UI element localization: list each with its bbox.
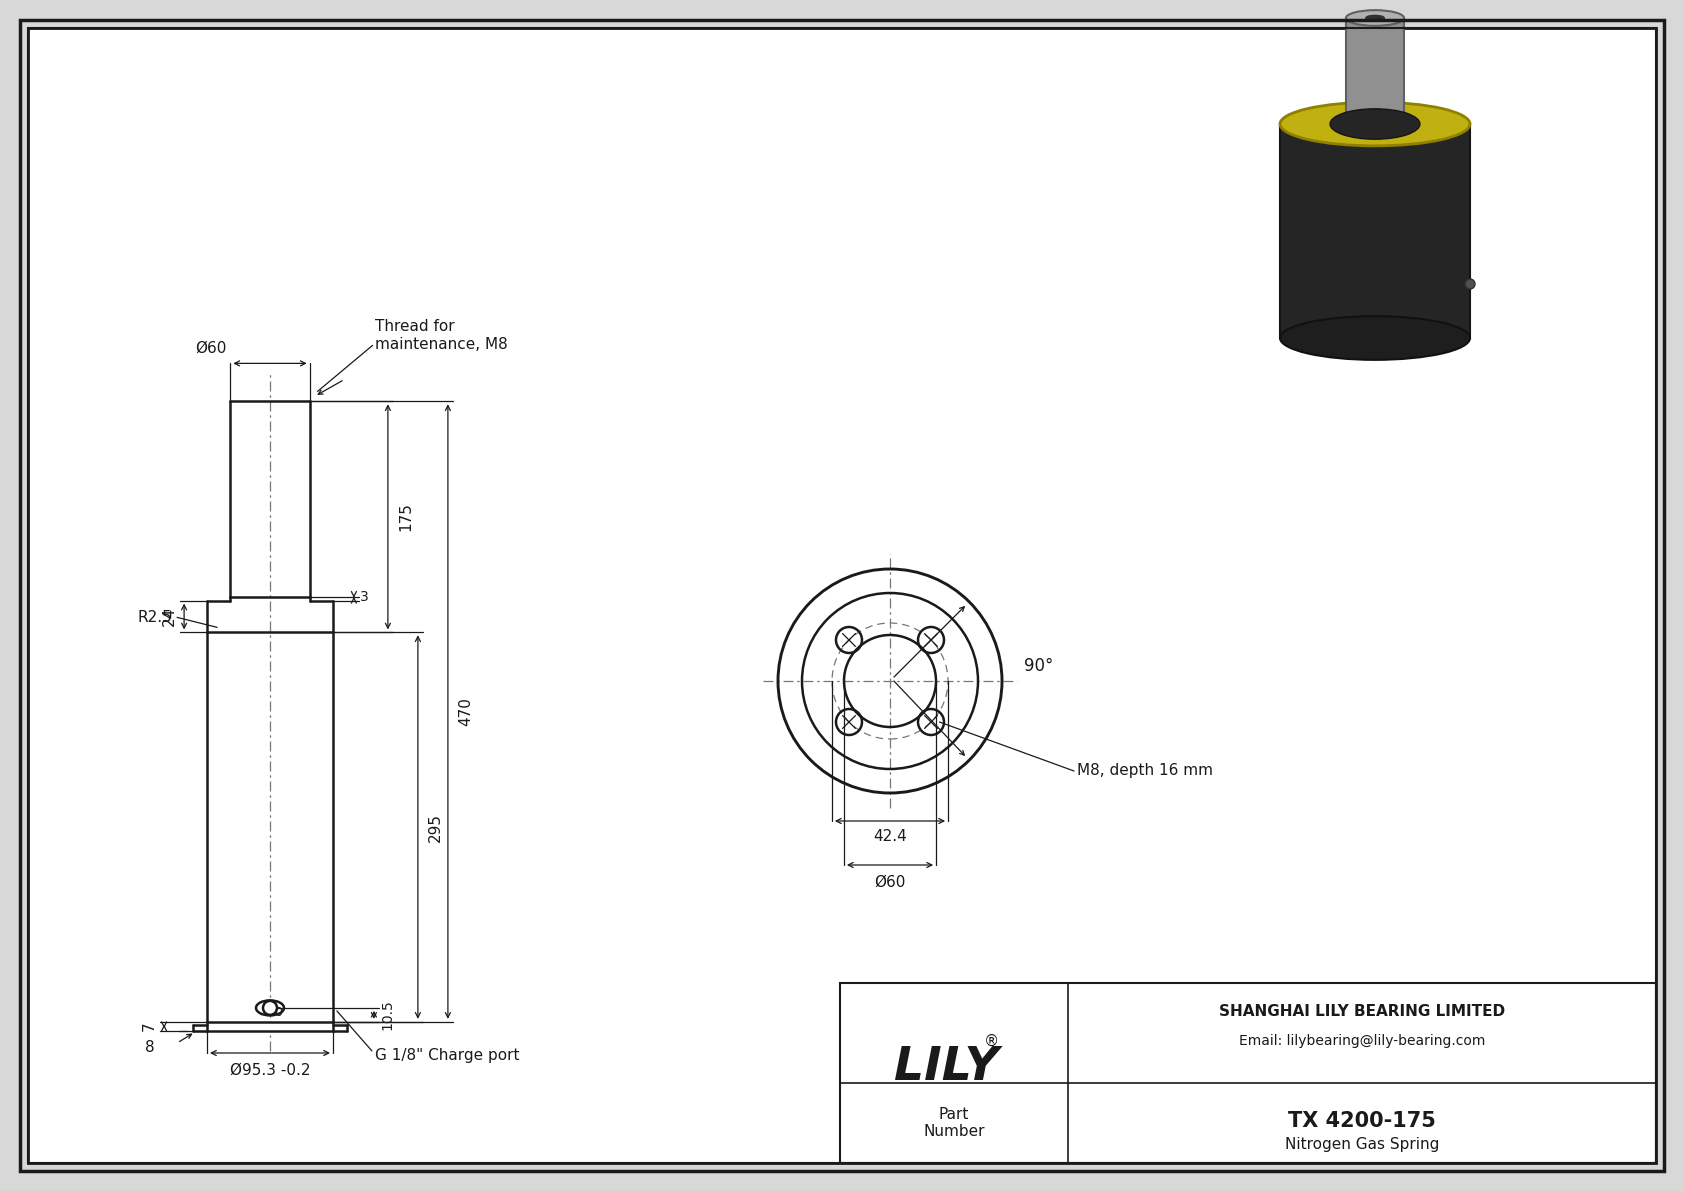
Polygon shape: [1346, 18, 1404, 124]
Text: Part
Number: Part Number: [923, 1106, 985, 1140]
Text: 90°: 90°: [1024, 657, 1054, 675]
Text: 8: 8: [145, 1040, 155, 1054]
Ellipse shape: [1280, 316, 1470, 360]
Polygon shape: [29, 29, 1655, 1162]
Text: Ø60: Ø60: [195, 341, 226, 355]
Text: 24: 24: [162, 607, 177, 626]
Circle shape: [263, 1000, 276, 1015]
Text: Thread for
maintenance, M8: Thread for maintenance, M8: [374, 319, 507, 351]
Text: 42.4: 42.4: [872, 829, 908, 844]
Text: 3: 3: [360, 590, 369, 604]
Ellipse shape: [1366, 15, 1384, 20]
Text: TX 4200-175: TX 4200-175: [1288, 1111, 1436, 1131]
Polygon shape: [207, 1022, 333, 1031]
Text: 295: 295: [428, 812, 443, 842]
Ellipse shape: [1346, 11, 1404, 26]
Text: G 1/8" Charge port: G 1/8" Charge port: [376, 1048, 519, 1064]
Circle shape: [1465, 279, 1475, 289]
Text: 0: 0: [274, 1005, 281, 1018]
Ellipse shape: [1280, 102, 1470, 145]
Text: Email: lilybearing@lily-bearing.com: Email: lilybearing@lily-bearing.com: [1239, 1034, 1485, 1048]
Text: 10.5: 10.5: [381, 999, 394, 1030]
Text: M8, depth 16 mm: M8, depth 16 mm: [1078, 763, 1212, 779]
Polygon shape: [840, 983, 1655, 1162]
Text: ®: ®: [985, 1034, 1000, 1048]
Text: Nitrogen Gas Spring: Nitrogen Gas Spring: [1285, 1137, 1440, 1153]
Text: 470: 470: [458, 697, 473, 727]
Text: 7: 7: [141, 1022, 157, 1031]
Ellipse shape: [1330, 108, 1420, 139]
Text: Ø95.3 -0.2: Ø95.3 -0.2: [229, 1064, 310, 1078]
Polygon shape: [1280, 124, 1470, 338]
Text: Ø60: Ø60: [874, 875, 906, 890]
Text: SHANGHAI LILY BEARING LIMITED: SHANGHAI LILY BEARING LIMITED: [1219, 1004, 1505, 1018]
Text: 175: 175: [397, 503, 413, 531]
Text: LILY: LILY: [894, 1046, 999, 1091]
Text: R2.5: R2.5: [136, 610, 172, 625]
